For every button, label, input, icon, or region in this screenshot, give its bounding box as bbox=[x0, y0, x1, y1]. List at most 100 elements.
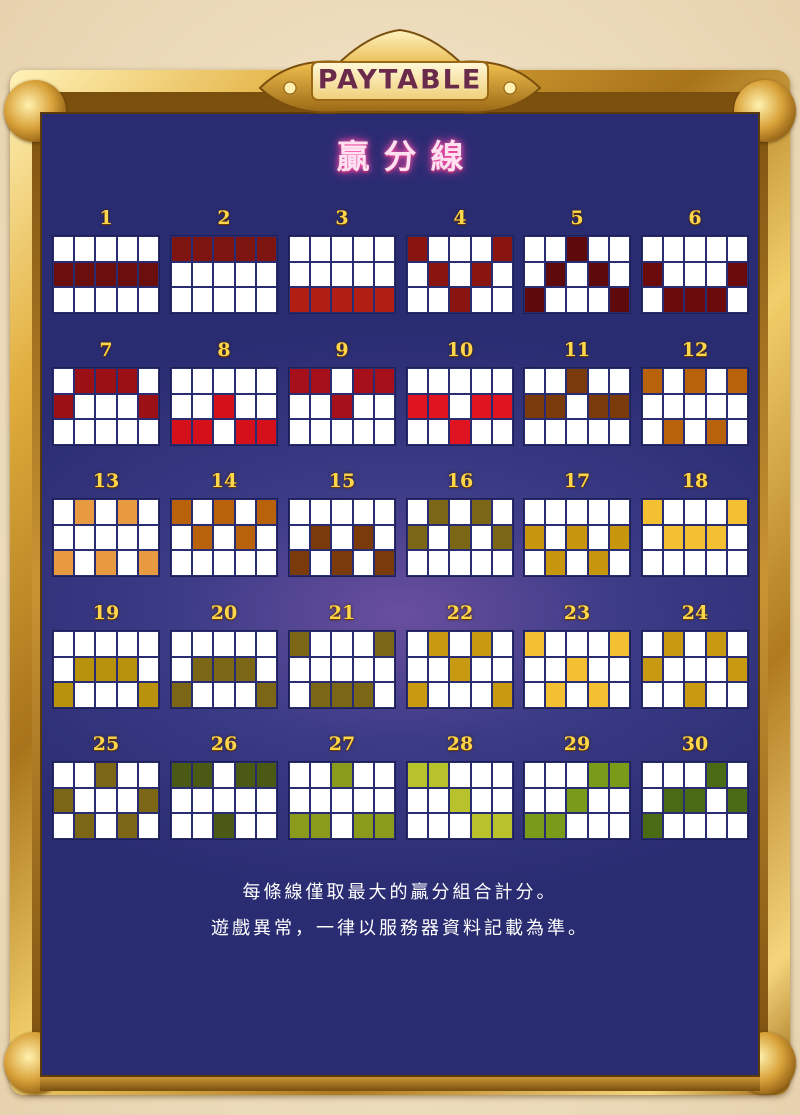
payline-cell-active bbox=[54, 262, 74, 287]
payline-cell bbox=[353, 788, 373, 813]
payline-cell bbox=[643, 288, 663, 312]
payline-cell bbox=[96, 525, 116, 550]
payline-pattern bbox=[288, 498, 396, 577]
payline-cell-active bbox=[172, 237, 192, 261]
payline-cell-active bbox=[429, 500, 449, 524]
payline-cell bbox=[235, 814, 255, 838]
payline-cell-active bbox=[685, 369, 705, 393]
payline-cell bbox=[471, 763, 491, 787]
payline-cell bbox=[311, 657, 331, 682]
payline-cell bbox=[685, 262, 705, 287]
payline-cell bbox=[256, 525, 276, 550]
payline-cell bbox=[75, 525, 95, 550]
payline-cell bbox=[332, 814, 352, 838]
payline-cell bbox=[256, 262, 276, 287]
payline-cell bbox=[353, 763, 373, 787]
payline-cell-active bbox=[374, 632, 394, 656]
payline-cell-active bbox=[643, 657, 663, 682]
payline-cell-active bbox=[685, 683, 705, 707]
payline-number: 25 bbox=[92, 733, 120, 755]
payline-cell-active bbox=[96, 262, 116, 287]
payline-cell bbox=[75, 632, 95, 656]
payline-cell bbox=[525, 500, 545, 524]
payline-cell-active bbox=[332, 288, 352, 312]
payline-cell-active bbox=[353, 683, 373, 707]
payline-cell bbox=[525, 763, 545, 787]
payline-cell-active bbox=[525, 814, 545, 838]
payline-cell-active bbox=[588, 262, 608, 287]
payline-cell-active bbox=[138, 683, 158, 707]
payline-cell bbox=[353, 500, 373, 524]
payline-cell-active bbox=[311, 369, 331, 393]
payline-cell bbox=[727, 763, 747, 787]
payline-cell bbox=[546, 420, 566, 444]
payline-cell-active bbox=[664, 525, 684, 550]
payline-cell bbox=[374, 500, 394, 524]
payline-cell bbox=[374, 394, 394, 419]
payline-cell bbox=[727, 814, 747, 838]
payline-cell bbox=[685, 420, 705, 444]
payline-cell bbox=[471, 420, 491, 444]
payline-cell bbox=[429, 788, 449, 813]
payline-number: 1 bbox=[99, 207, 113, 229]
payline-cell-active bbox=[193, 420, 213, 444]
payline-cell bbox=[588, 288, 608, 312]
payline-cell-active bbox=[609, 525, 629, 550]
payline-cell-active bbox=[117, 814, 137, 838]
payline-cell-active bbox=[256, 420, 276, 444]
payline-cell bbox=[117, 237, 137, 261]
payline-cell-active bbox=[546, 551, 566, 575]
payline-cell bbox=[54, 814, 74, 838]
payline-cell bbox=[450, 763, 470, 787]
payline-cell bbox=[685, 394, 705, 419]
payline-cell-active bbox=[685, 788, 705, 813]
payline-cell bbox=[332, 657, 352, 682]
payline-cell-active bbox=[706, 525, 726, 550]
payline-pattern bbox=[170, 498, 278, 577]
payline-cell bbox=[408, 632, 428, 656]
payline-cell bbox=[546, 369, 566, 393]
payline-cell bbox=[471, 657, 491, 682]
payline-number: 20 bbox=[210, 602, 238, 624]
payline-cell bbox=[567, 814, 587, 838]
payline-cell-active bbox=[492, 525, 512, 550]
payline-number: 23 bbox=[563, 602, 591, 624]
payline-pattern bbox=[406, 761, 514, 840]
frame-bottom-base bbox=[40, 1077, 760, 1091]
payline-cell bbox=[706, 683, 726, 707]
payline-pattern bbox=[52, 235, 160, 314]
payline-cell bbox=[54, 288, 74, 312]
payline-cell bbox=[374, 683, 394, 707]
payline-cell-active bbox=[706, 288, 726, 312]
payline-cell bbox=[54, 632, 74, 656]
payline-pattern bbox=[406, 498, 514, 577]
payline-cell bbox=[138, 657, 158, 682]
payline-cell bbox=[311, 551, 331, 575]
payline-cell-active bbox=[54, 788, 74, 813]
payline-cell bbox=[727, 525, 747, 550]
payline-cell bbox=[609, 262, 629, 287]
payline-number: 26 bbox=[210, 733, 238, 755]
payline-cell bbox=[193, 551, 213, 575]
payline-number: 14 bbox=[210, 470, 238, 492]
payline-cell bbox=[525, 420, 545, 444]
payline-cell bbox=[117, 288, 137, 312]
payline-cell-active bbox=[117, 262, 137, 287]
payline-cell bbox=[235, 394, 255, 419]
payline-cell-active bbox=[311, 814, 331, 838]
payline-cell bbox=[450, 551, 470, 575]
payline-cell-active bbox=[172, 683, 192, 707]
payline-cell bbox=[332, 420, 352, 444]
payline-cell-active bbox=[492, 394, 512, 419]
payline-cell bbox=[664, 551, 684, 575]
payline-cell bbox=[75, 420, 95, 444]
payline-number: 28 bbox=[446, 733, 474, 755]
payline-cell-active bbox=[471, 500, 491, 524]
payline-cell bbox=[214, 763, 234, 787]
payline-cell-active bbox=[235, 657, 255, 682]
payline-cell bbox=[450, 394, 470, 419]
payline-cell-active bbox=[727, 500, 747, 524]
payline-cell bbox=[138, 500, 158, 524]
payline-cell bbox=[256, 788, 276, 813]
payline-cell-active bbox=[643, 814, 663, 838]
